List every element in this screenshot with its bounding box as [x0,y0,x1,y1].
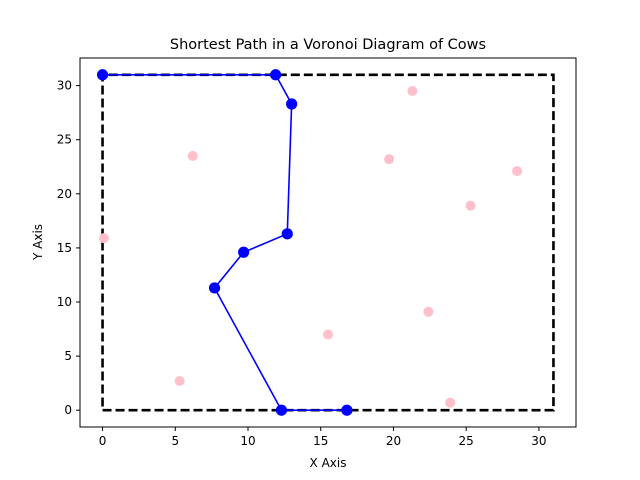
cow-point [512,166,523,177]
y-tick-label: 15 [57,241,72,255]
y-tick-label: 5 [64,349,72,363]
y-tick-label: 25 [57,133,72,147]
path-point [281,228,293,240]
y-axis-label: Y Axis [31,224,45,261]
axes: 0 5 10 15 20 25 30 0 5 10 15 20 25 30 [57,57,577,448]
plot-area [96,69,555,416]
x-tick-label: 10 [240,434,255,448]
path-point [275,404,288,416]
cow-point [384,154,395,165]
y-tick-label: 0 [64,403,72,417]
path-point [96,69,109,81]
x-tick-label: 15 [313,434,328,448]
chart-title: Shortest Path in a Voronoi Diagram of Co… [170,37,486,53]
x-tick-label: 20 [386,434,401,448]
cow-point [99,233,109,244]
cow-point [174,376,185,387]
path-point [208,282,221,294]
x-tick-label: 30 [531,434,546,448]
cow-point [187,150,198,161]
cow-point [465,200,476,211]
cow-point [445,397,456,408]
y-tick-label: 20 [57,187,72,201]
y-tick-label: 30 [57,79,72,93]
axes-frame [79,57,577,428]
path-point [341,404,353,416]
cow-point [407,86,418,97]
x-axis-label: X Axis [310,456,347,470]
cow-point [423,306,434,317]
cow-point [323,329,333,340]
path-point [238,246,250,258]
x-tick-label: 5 [171,434,179,448]
path-point [286,98,298,110]
x-tick-label: 0 [99,434,107,448]
path-point [270,69,282,81]
x-tick-label: 25 [459,434,474,448]
y-tick-label: 10 [57,295,72,309]
boundary-line [101,73,555,412]
